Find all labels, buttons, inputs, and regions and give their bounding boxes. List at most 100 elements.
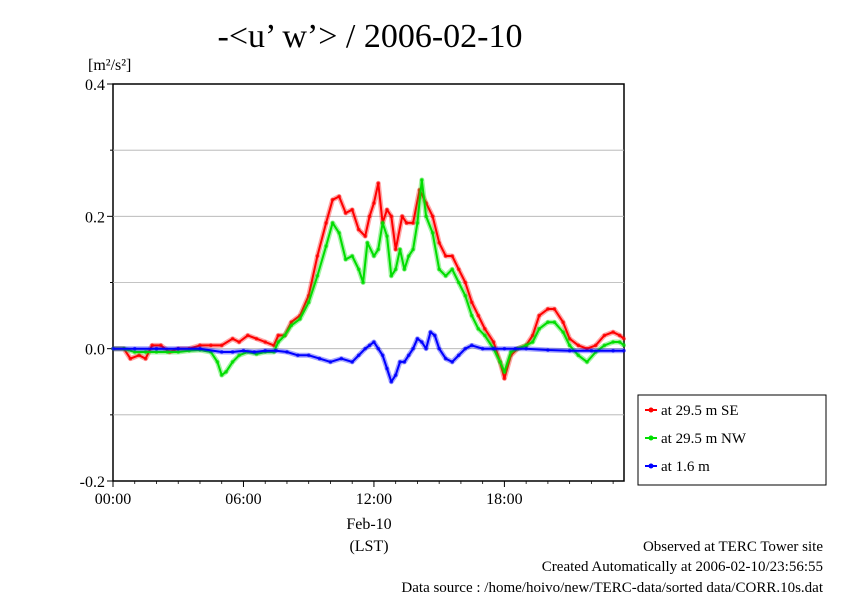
data-point [450, 254, 455, 258]
data-point [593, 343, 598, 348]
data-point [552, 307, 557, 311]
data-point [576, 353, 581, 358]
data-point [502, 370, 507, 374]
data-point [219, 343, 224, 348]
data-point [404, 221, 409, 225]
data-point [433, 333, 437, 338]
data-point [219, 373, 224, 377]
y-unit-label: [m²/s²] [88, 57, 131, 74]
data-point [611, 340, 615, 344]
data-point [376, 346, 381, 351]
y-tick-label: -0.2 [80, 474, 105, 491]
data-point [254, 336, 259, 341]
data-point [154, 350, 159, 354]
grid-lines [113, 149, 624, 416]
data-point [306, 300, 311, 305]
data-point [363, 234, 368, 238]
data-point [165, 350, 170, 354]
data-point [150, 343, 154, 348]
data-point [546, 307, 550, 311]
data-point [263, 340, 268, 344]
data-point [143, 350, 148, 354]
data-point [419, 340, 424, 344]
data-point [469, 313, 474, 318]
data-point [237, 340, 241, 344]
x-date-label: Feb-10 [346, 516, 391, 533]
data-point [411, 221, 415, 225]
data-point [143, 356, 148, 361]
legend-box [637, 394, 827, 486]
data-point [567, 343, 572, 348]
data-point [324, 244, 328, 248]
y-tick-label: 0.0 [85, 342, 105, 359]
x-tick-label: 12:00 [356, 491, 392, 508]
data-point [443, 356, 448, 361]
series-line-0 [113, 182, 625, 380]
x-tick-label: 18:00 [486, 491, 522, 508]
data-point [376, 181, 381, 186]
data-point [437, 241, 441, 245]
data-point [230, 350, 235, 354]
data-point [246, 333, 250, 338]
data-point [282, 333, 287, 338]
data-point [154, 346, 159, 351]
data-point [252, 350, 257, 354]
footer-observed: Observed at TERC Tower site [643, 539, 823, 555]
data-point [398, 360, 402, 364]
data-point [276, 333, 281, 338]
data-point [343, 211, 348, 215]
data-point [546, 320, 550, 325]
data-point [537, 313, 541, 318]
data-point [602, 333, 607, 338]
data-point [406, 353, 411, 358]
data-point [393, 247, 398, 252]
x-axis: 00:00 06:00 12:00 18:00 [95, 481, 614, 508]
data-point [385, 207, 389, 212]
data-point [289, 320, 294, 325]
data-point [209, 343, 213, 348]
data-point [128, 356, 133, 361]
data-point [285, 350, 289, 354]
data-point [530, 340, 535, 344]
data-point [424, 346, 428, 351]
data-point [402, 360, 407, 364]
chart-title: -<u’ w’> / 2006-02-10 [218, 18, 523, 55]
data-point [230, 336, 235, 341]
data-point [274, 348, 278, 353]
data-point [419, 178, 424, 182]
data-point [350, 360, 354, 364]
data-point [469, 300, 474, 305]
data-point [339, 356, 344, 361]
data-point [389, 214, 394, 219]
data-point [372, 340, 376, 344]
data-point [402, 267, 407, 272]
data-point [443, 274, 448, 278]
data-point [483, 327, 487, 331]
data-point [356, 267, 361, 272]
data-point [215, 360, 220, 364]
data-point [491, 340, 496, 344]
data-point [198, 346, 202, 351]
data-point [276, 340, 281, 344]
data-point [513, 346, 518, 351]
legend-label: at 29.5 m SE [661, 403, 739, 419]
data-point [330, 221, 335, 225]
legend: at 29.5 m SE at 29.5 m NW at 1.6 m [637, 394, 827, 486]
data-point [298, 317, 302, 321]
data-point [400, 214, 405, 219]
data-point [428, 330, 433, 334]
data-point [389, 274, 394, 278]
data-point [306, 353, 311, 358]
data-point [385, 234, 389, 238]
data-point [330, 197, 335, 202]
data-point [415, 336, 420, 341]
data-point [561, 320, 565, 325]
data-point [317, 356, 322, 361]
data-point [324, 221, 328, 225]
data-point [450, 360, 455, 364]
data-point [537, 327, 541, 331]
data-point [437, 346, 441, 351]
x-tick-label: 06:00 [225, 491, 261, 508]
data-point [272, 343, 276, 348]
